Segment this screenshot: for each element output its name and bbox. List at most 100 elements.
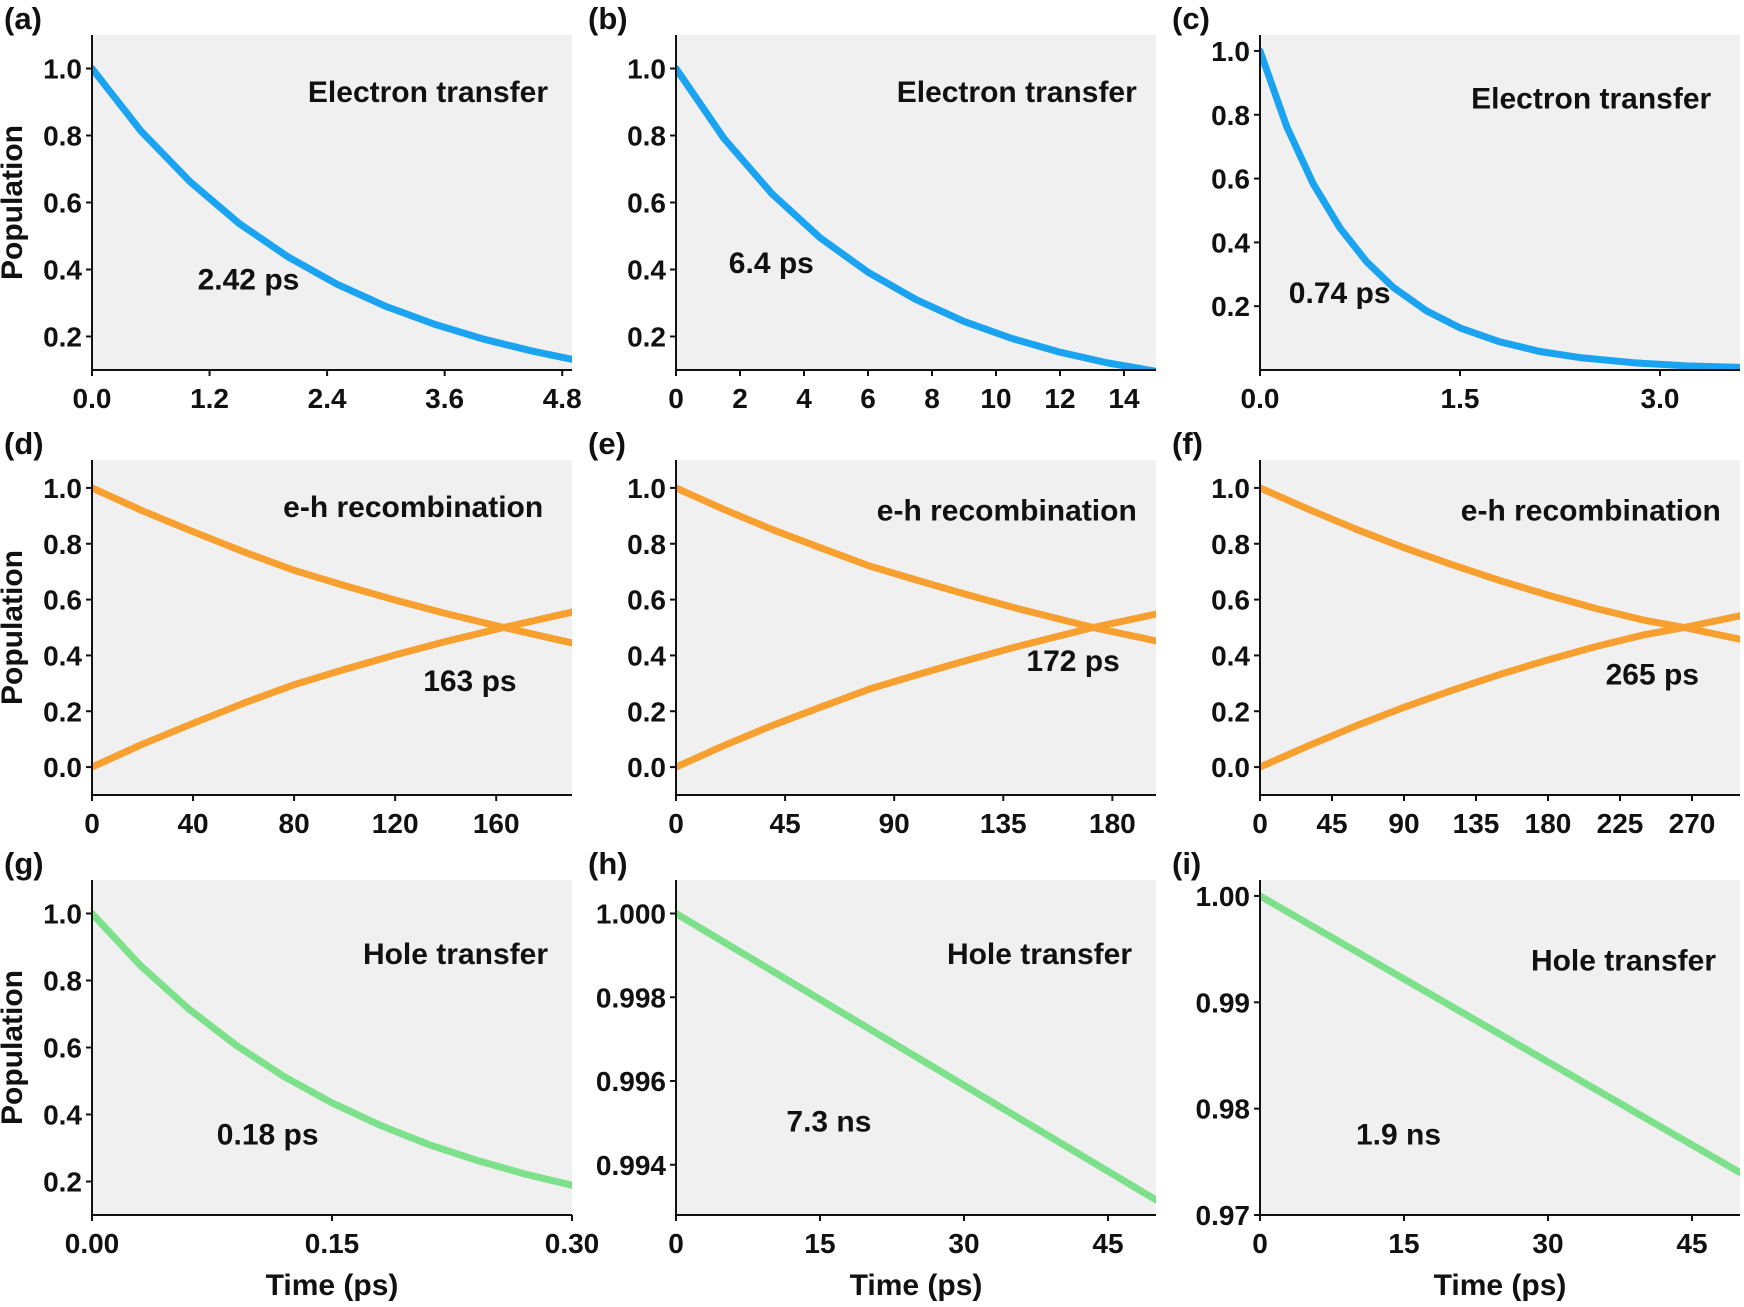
panel-e-y-tick-label: 0.2	[627, 696, 666, 727]
panel-g-x-axis-title: Time (ps)	[266, 1269, 399, 1302]
panel-a-x-tick-label: 3.6	[425, 383, 464, 414]
panel-b-x-tick-label: 8	[924, 383, 940, 414]
panel-f-x-tick-label: 0	[1252, 808, 1268, 839]
panel-h-y-tick-label: 0.998	[596, 982, 666, 1013]
panel-a-plot-area	[92, 35, 572, 370]
panel-i-x-tick-label: 15	[1388, 1228, 1419, 1259]
panel-a-series-1	[92, 65, 572, 363]
panel-b-series-1	[676, 65, 1156, 370]
panel-g-y-axis-title: Population	[0, 970, 29, 1125]
panel-g-y-tick-label: 0.4	[43, 1100, 82, 1131]
panel-d-x-tick-label: 160	[473, 808, 520, 839]
panel-a-y-tick-label: 1.0	[43, 54, 82, 85]
panel-b-y-tick-label: 0.6	[627, 188, 666, 219]
panel-a-y-axis-title: Population	[0, 125, 29, 280]
panel-g-series-1	[92, 910, 572, 1189]
panel-c-x-tick-label: 1.5	[1441, 383, 1480, 414]
panel-g-x-tick-label: 0.30	[545, 1228, 600, 1259]
panel-e-y-tick-label: 0.6	[627, 585, 666, 616]
panel-f-y-tick-label: 1.0	[1211, 473, 1250, 504]
panel-e-y-tick-label: 1.0	[627, 473, 666, 504]
panel-h-x-axis-title: Time (ps)	[850, 1269, 983, 1302]
panel-b-y-tick-label: 0.4	[627, 255, 666, 286]
panel-a-y-tick-label: 0.4	[43, 255, 82, 286]
panel-i-x-tick-label: 30	[1532, 1228, 1563, 1259]
panel-g: (g) 0.00 0.15 0.30 0.2 0.4 0.6 0.8 1.0 Population…	[0, 846, 599, 1302]
panel-g-process-annotation: Hole transfer	[363, 938, 548, 971]
panel-f-x-tick-label: 135	[1453, 808, 1500, 839]
panel-d-x-tick-label: 0	[84, 808, 100, 839]
panel-a-x-tick-label: 1.2	[190, 383, 229, 414]
panel-d-x-tick-label: 40	[177, 808, 208, 839]
panel-e-timescale-annotation: 172 ps	[1026, 645, 1119, 678]
panel-f-x-tick-label: 270	[1669, 808, 1716, 839]
panel-a-process-annotation: Electron transfer	[308, 76, 548, 109]
panel-a-y-tick-label: 0.2	[43, 322, 82, 353]
panel-b-x-tick-label: 10	[980, 383, 1011, 414]
panel-e: (e) 0 45 90 135 180 0.0 0.2 0.4 0.6 0.8 1.0 e-h reco…	[588, 426, 1156, 839]
panel-g-x-tick-label: 0.15	[305, 1228, 360, 1259]
panel-a-x-tick-label: 2.4	[308, 383, 347, 414]
panel-h-y-tick-label: 0.996	[596, 1066, 666, 1097]
panel-h-y-tick-label: 0.994	[596, 1150, 666, 1181]
panel-c-y-tick-label: 0.2	[1211, 291, 1250, 322]
panel-d-x-tick-label: 120	[372, 808, 419, 839]
panel-f-series-2	[1260, 612, 1740, 771]
panel-h-x-tick-label: 30	[948, 1228, 979, 1259]
panel-c-process-annotation: Electron transfer	[1471, 83, 1711, 116]
panel-i-plot-area	[1260, 880, 1740, 1215]
panel-e-y-tick-label: 0.8	[627, 529, 666, 560]
panel-i-series-1	[1260, 892, 1740, 1176]
panel-h-label: (h)	[588, 846, 628, 881]
panel-c-label: (c)	[1172, 1, 1210, 36]
panel-e-series-2	[676, 610, 1156, 771]
panel-b-process-annotation: Electron transfer	[897, 76, 1137, 109]
panel-d-y-tick-label: 0.8	[43, 529, 82, 560]
panel-f-y-tick-label: 0.6	[1211, 585, 1250, 616]
panel-h-plot-area	[676, 880, 1156, 1215]
panel-f-series-1	[1260, 484, 1740, 643]
panel-h-y-tick-label: 1.000	[596, 899, 666, 930]
panel-h-series-1	[676, 910, 1156, 1204]
panel-i-y-tick-label: 0.98	[1196, 1094, 1251, 1125]
panel-i-x-axis-title: Time (ps)	[1434, 1269, 1567, 1302]
panel-i: (i) 0 15 30 45 0.97 0.98 0.99 1.00 Time (ps) Hole …	[1172, 846, 1740, 1302]
panel-i-y-tick-label: 1.00	[1196, 881, 1251, 912]
panel-g-label: (g)	[4, 846, 44, 881]
panel-c-y-tick-label: 0.6	[1211, 164, 1250, 195]
panel-d: (d) 0 40 80 120 160 0.0 0.2 0.4 0.6 0.8 1.0 Populati…	[0, 426, 572, 839]
panel-d-y-tick-label: 0.6	[43, 585, 82, 616]
panel-i-y-tick-label: 0.99	[1196, 987, 1251, 1018]
panel-h-x-tick-label: 45	[1092, 1228, 1123, 1259]
panel-d-y-tick-label: 1.0	[43, 473, 82, 504]
panel-a-x-tick-label: 0.0	[73, 383, 112, 414]
panel-c: (c) 0.0 1.5 3.0 0.2 0.4 0.6 0.8 1.0 Electron tran…	[1172, 1, 1740, 414]
panel-e-x-tick-label: 90	[879, 808, 910, 839]
panel-e-x-tick-label: 0	[668, 808, 684, 839]
panel-h: (h) 0 15 30 45 0.994 0.996 0.998 1.000 Time (ps) H…	[588, 846, 1156, 1302]
panel-b-x-tick-label: 6	[860, 383, 876, 414]
panel-g-plot-area	[92, 880, 572, 1215]
panel-e-series-1	[676, 484, 1156, 645]
panel-e-x-tick-label: 135	[980, 808, 1027, 839]
panel-e-x-tick-label: 45	[770, 808, 801, 839]
panel-g-x-tick-label: 0.00	[65, 1228, 120, 1259]
panel-e-y-tick-label: 0.0	[627, 752, 666, 783]
panel-b: (b) 0 2 4 6 8 10 12 14 0.2 0.4 0.6 0.8 1.0 Electron tr…	[588, 1, 1156, 414]
panel-f-x-tick-label: 90	[1388, 808, 1419, 839]
panel-d-series-1	[92, 484, 572, 647]
panel-e-plot-area	[676, 460, 1156, 795]
panel-b-y-tick-label: 0.8	[627, 121, 666, 152]
panel-d-y-axis-title: Population	[0, 550, 29, 705]
panel-f-y-tick-label: 0.0	[1211, 752, 1250, 783]
panel-f-y-tick-label: 0.2	[1211, 696, 1250, 727]
panel-i-process-annotation: Hole transfer	[1531, 944, 1716, 977]
panel-g-y-tick-label: 0.8	[43, 966, 82, 997]
panel-f-x-tick-label: 45	[1316, 808, 1347, 839]
panel-d-series-2	[92, 608, 572, 771]
panel-a: (a) 0.0 1.2 2.4 3.6 4.8 0.2 0.4 0.6 0.8 1.0 Populat…	[0, 1, 582, 414]
panel-e-y-tick-label: 0.4	[627, 640, 666, 671]
panel-g-timescale-annotation: 0.18 ps	[217, 1119, 319, 1152]
panel-b-y-tick-label: 0.2	[627, 322, 666, 353]
